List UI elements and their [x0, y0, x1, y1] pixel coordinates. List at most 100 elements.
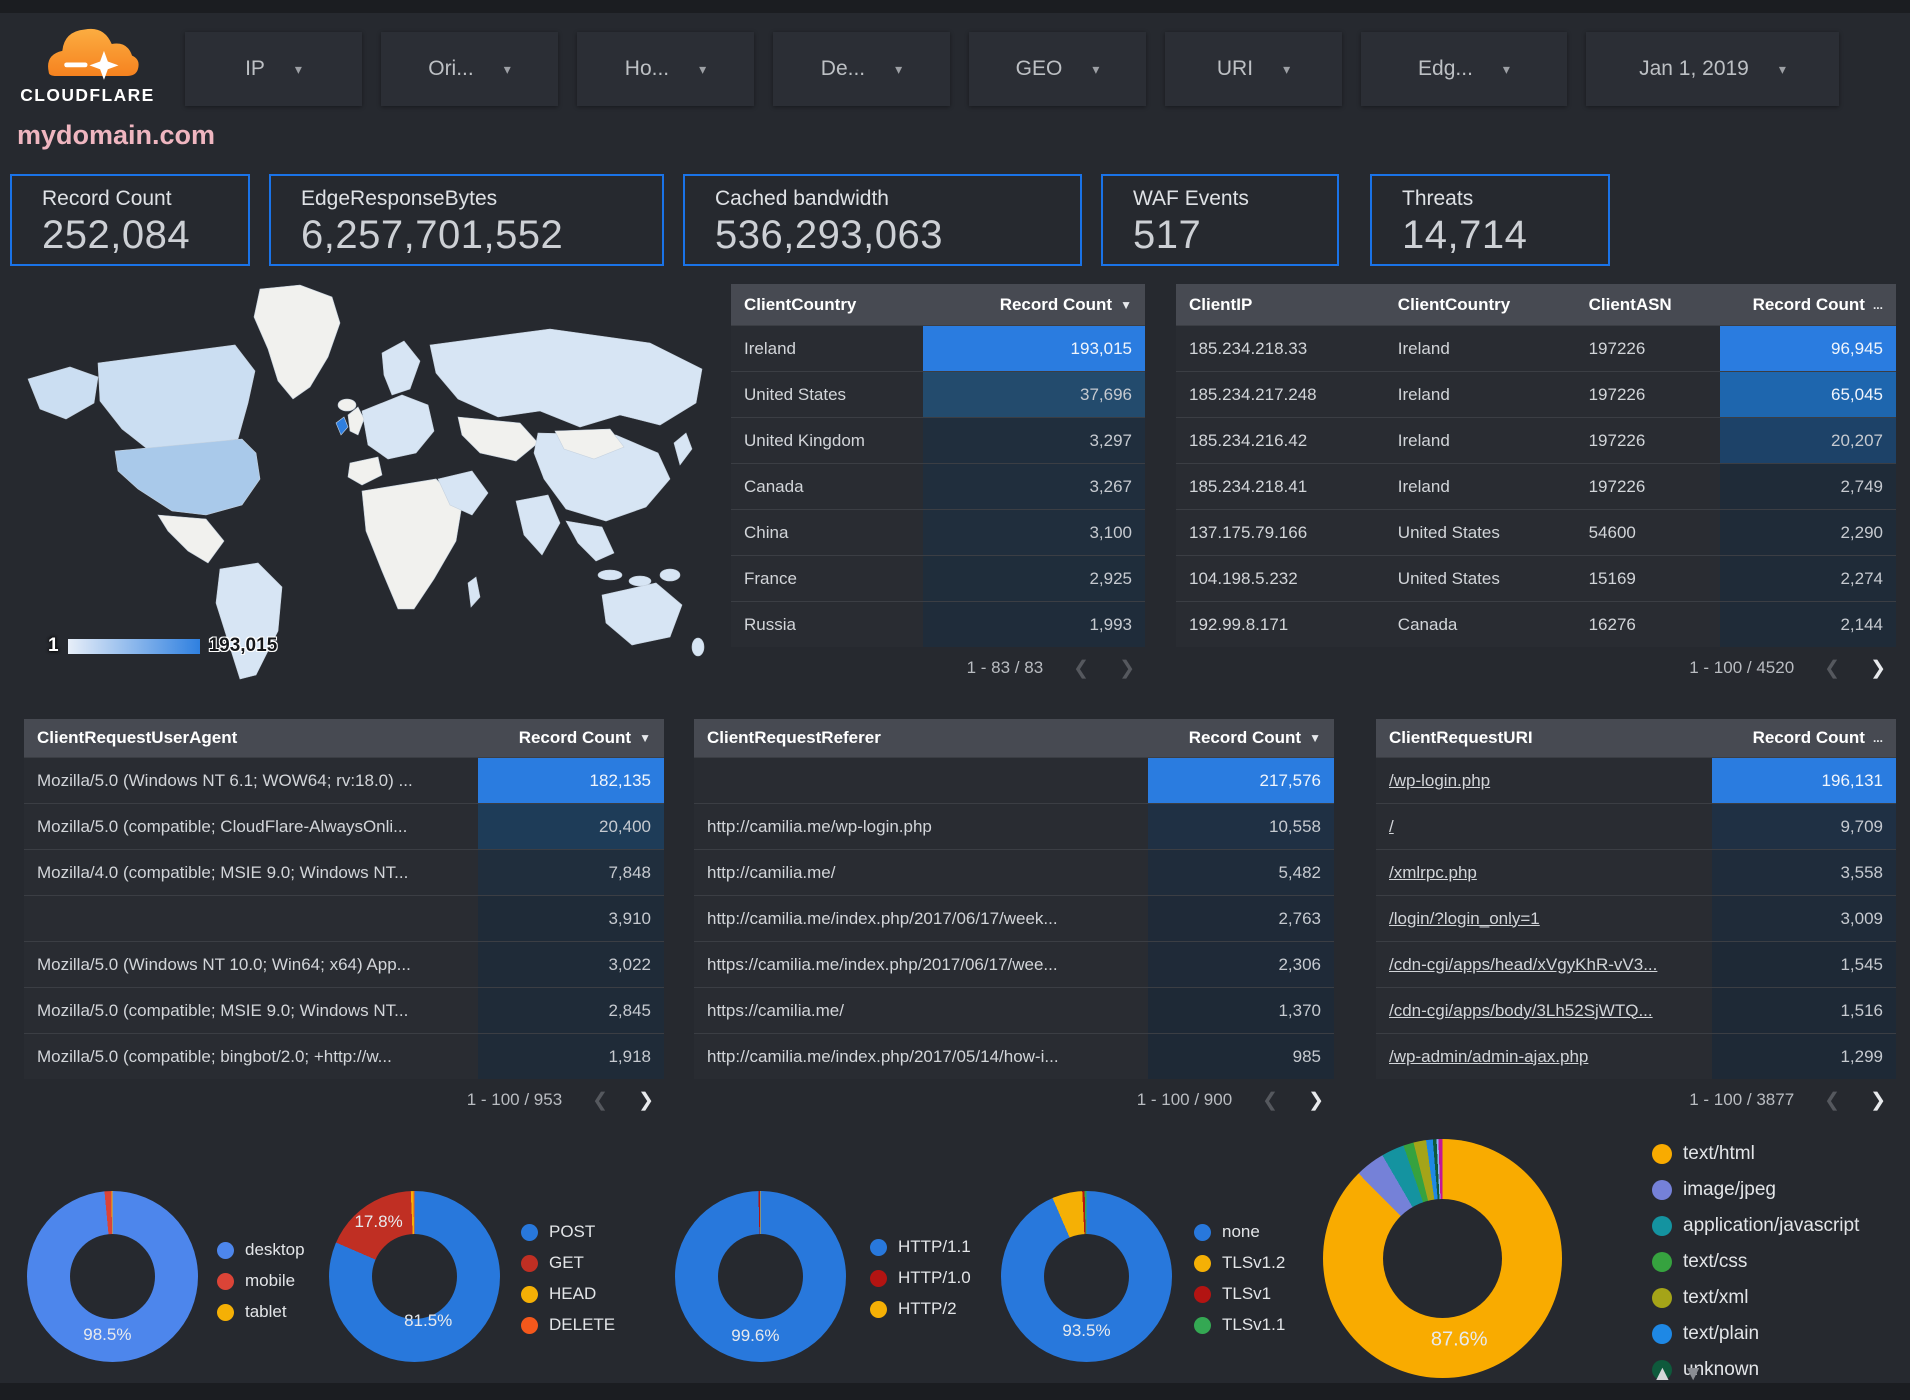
scorecard-value: 6,257,701,552: [301, 213, 564, 257]
cell-clientip: 104.198.5.232: [1189, 568, 1298, 588]
scorecard-value: 517: [1133, 213, 1202, 257]
filter-uri[interactable]: URI ▾: [1165, 32, 1342, 106]
cell-clientrequestuseragent: Mozilla/5.0 (Windows NT 10.0; Win64; x64…: [37, 954, 411, 974]
filter-geo[interactable]: GEO ▾: [969, 32, 1146, 106]
chevron-down-icon: ▾: [294, 60, 302, 77]
cell-record-count: 1,516: [1711, 988, 1896, 1033]
world-map-chart[interactable]: 1 193,015: [10, 283, 716, 683]
cell-record-count: 2,749: [1719, 464, 1896, 509]
chevron-down-icon: ▾: [1502, 60, 1510, 77]
chevron-down-icon: ▾: [1778, 60, 1786, 77]
column-header-record-count[interactable]: Record Count ▼: [923, 295, 1145, 315]
cell-clientip: 192.99.8.171: [1189, 614, 1289, 634]
filter-ho[interactable]: Ho... ▾: [577, 32, 754, 106]
donut-content-type: 87.6%: [1323, 1139, 1562, 1378]
table-row: 185.234.217.248 Ireland 197226 65,045: [1176, 371, 1896, 417]
pagination-prev-icon: ❮: [1824, 657, 1841, 679]
filter-ip[interactable]: IP ▾: [185, 32, 362, 106]
pagination-prev-icon: ❮: [1073, 657, 1090, 679]
cell-clientrequestuseragent: Mozilla/5.0 (compatible; bingbot/2.0; +h…: [37, 1046, 392, 1066]
cell-clientrequesturi[interactable]: /xmlrpc.php: [1389, 862, 1477, 882]
legend-item-http-1-1: HTTP/1.1: [870, 1237, 971, 1257]
cell-clientrequesturi[interactable]: /wp-login.php: [1389, 770, 1491, 790]
sort-up-arrow[interactable]: ▲: [1652, 1362, 1673, 1385]
cell-clientrequesturi[interactable]: /cdn-cgi/apps/body/3Lh52SjWTQ...: [1389, 1000, 1653, 1020]
pagination-next-icon[interactable]: ❯: [638, 1089, 654, 1111]
region-mongolia: [554, 428, 625, 460]
region-mexico: [157, 514, 225, 564]
column-header-clientcountry: ClientCountry: [731, 295, 923, 315]
legend-item-delete: DELETE: [521, 1315, 615, 1335]
cell-clientcountry: Canada: [1397, 614, 1458, 634]
pagination-next-icon[interactable]: ❯: [1870, 657, 1886, 679]
table-row: Russia 1,993: [731, 601, 1145, 647]
top-strip: [0, 0, 1910, 13]
cell-clientrequestuseragent: [24, 896, 478, 941]
legend-dot: [870, 1238, 887, 1256]
region-iceland: [337, 398, 357, 412]
cell-clientrequesturi[interactable]: /cdn-cgi/apps/head/xVgyKhR-vV3...: [1389, 954, 1658, 974]
cell-record-count: 1,299: [1711, 1034, 1896, 1079]
cell-record-count: 37,696: [923, 372, 1145, 417]
legend-dot: [1652, 1288, 1672, 1308]
cell-record-count: 5,482: [1148, 850, 1334, 895]
scorecard-value: 536,293,063: [715, 213, 943, 257]
table-row: 185.234.218.33 Ireland 197226 96,945: [1176, 325, 1896, 371]
legend-label: none: [1222, 1222, 1260, 1241]
pagination-next-icon[interactable]: ❯: [1308, 1089, 1324, 1111]
scorecard-value: 252,084: [42, 213, 191, 257]
cell-record-count: 2,763: [1148, 896, 1334, 941]
legend-dot: [521, 1285, 538, 1303]
pagination-prev-icon: ❮: [1824, 1089, 1841, 1111]
column-header-record-count[interactable]: Record Count ▼: [478, 728, 664, 748]
date-range-filter[interactable]: Jan 1, 2019 ▾: [1586, 32, 1839, 106]
slice-percent-label: 93.5%: [1062, 1321, 1111, 1341]
column-header-clientasn: ClientASN: [1576, 295, 1720, 315]
cell-record-count: 3,910: [478, 896, 664, 941]
cell-clientrequesturi[interactable]: /wp-admin/admin-ajax.php: [1389, 1046, 1589, 1066]
filter-label: Edg...: [1418, 57, 1473, 80]
legend-http-version: HTTP/1.1 HTTP/1.0 HTTP/2: [870, 1237, 971, 1319]
table-row: / 9,709: [1376, 803, 1896, 849]
filter-ori[interactable]: Ori... ▾: [381, 32, 558, 106]
sort-down-arrow[interactable]: ▼: [1682, 1362, 1704, 1385]
pagination-next-icon[interactable]: ❯: [1870, 1089, 1886, 1111]
cell-record-count: 7,848: [478, 850, 664, 895]
region-south-america: [215, 562, 283, 680]
filter-label: GEO: [1015, 57, 1063, 80]
filter-label: Jan 1, 2019: [1639, 57, 1749, 80]
slice-percent-label: 87.6%: [1430, 1328, 1488, 1351]
region-se-asia: [565, 520, 615, 562]
cell-record-count: 3,297: [923, 418, 1145, 463]
cell-record-count: 2,925: [923, 556, 1145, 601]
table-pagination: 1 - 100 / 3877 ❮ ❯: [1376, 1079, 1896, 1121]
pagination-prev-icon: ❮: [1262, 1089, 1279, 1111]
column-header-record-count[interactable]: Record Count ▼: [1148, 728, 1334, 748]
pagination-prev-icon: ❮: [592, 1089, 609, 1111]
table-row: Mozilla/5.0 (Windows NT 6.1; WOW64; rv:1…: [24, 757, 664, 803]
scale-gradient-bar: [67, 638, 200, 654]
column-header-record-count[interactable]: Record Count...: [1712, 728, 1896, 748]
cell-clientcountry: Canada: [744, 476, 804, 496]
legend-dot: [1194, 1316, 1211, 1334]
legend-item-application-javascript: application/javascript: [1652, 1215, 1859, 1237]
table-row: http://camilia.me/wp-login.php 10,558: [694, 803, 1334, 849]
region-usa: [114, 438, 261, 516]
cell-clientrequestreferer: https://camilia.me/index.php/2017/06/17/…: [707, 954, 1058, 974]
legend-label: image/jpeg: [1683, 1179, 1776, 1200]
filter-edg[interactable]: Edg... ▾: [1361, 32, 1567, 106]
table-header: ClientRequestUserAgent Record Count ▼: [24, 719, 664, 757]
region-new-guinea: [659, 568, 681, 582]
cell-clientrequesturi[interactable]: /login/?login_only=1: [1389, 908, 1540, 928]
column-header-label: ClientRequestReferer: [707, 728, 881, 747]
column-header-record-count[interactable]: Record Count...: [1720, 295, 1896, 315]
cell-clientrequesturi[interactable]: /: [1389, 816, 1394, 836]
filter-de[interactable]: De... ▾: [773, 32, 950, 106]
legend-item-unknown: unknown: [1652, 1359, 1859, 1381]
column-header-label: Record Count: [1752, 294, 1865, 314]
table-row: 185.234.218.41 Ireland 197226 2,749: [1176, 463, 1896, 509]
table-row: /wp-admin/admin-ajax.php 1,299: [1376, 1033, 1896, 1079]
cell-clientip: 185.234.217.248: [1189, 384, 1317, 404]
scorecard-label: EdgeResponseBytes: [301, 187, 498, 210]
table-pagination: 1 - 100 / 953 ❮ ❯: [24, 1079, 664, 1121]
